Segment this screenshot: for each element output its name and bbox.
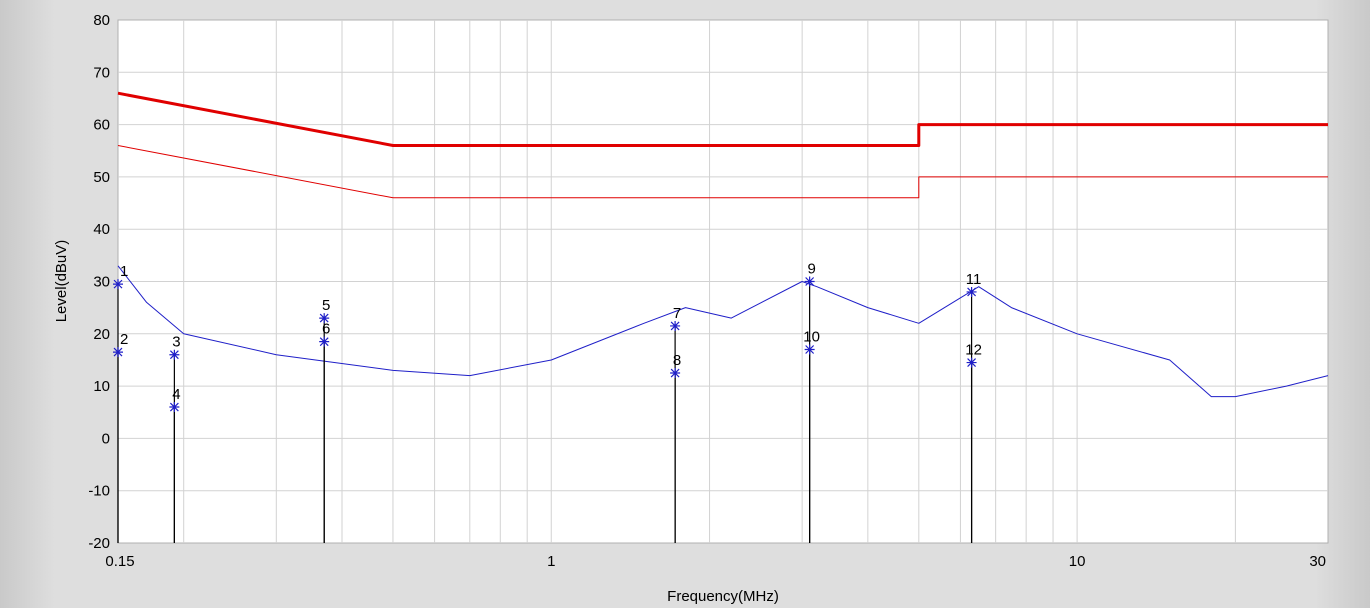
marker-label: 11 xyxy=(966,271,982,288)
marker-label: 3 xyxy=(172,334,180,351)
y-tick-label: 60 xyxy=(93,117,110,134)
marker-star xyxy=(966,286,977,297)
marker-10: 10 xyxy=(803,328,820,543)
marker-star xyxy=(113,279,123,290)
x-tick-label: 10 xyxy=(1069,553,1086,570)
marker-star xyxy=(319,313,330,324)
marker-6: 6 xyxy=(319,321,330,543)
marker-star xyxy=(804,276,815,287)
marker-label: 2 xyxy=(120,331,128,348)
series-line-1 xyxy=(117,91,1328,147)
marker-star xyxy=(966,357,977,368)
y-tick-label: 20 xyxy=(93,326,110,343)
marker-label: 9 xyxy=(807,261,815,278)
marker-label: 12 xyxy=(965,342,982,359)
marker-star xyxy=(113,347,123,358)
marker-star xyxy=(169,349,180,360)
marker-label: 4 xyxy=(172,386,180,403)
y-tick-label: 0 xyxy=(102,430,110,447)
marker-star xyxy=(804,344,815,355)
y-tick-label: -20 xyxy=(88,535,110,552)
marker-12: 12 xyxy=(965,342,982,543)
marker-label: 7 xyxy=(673,305,681,322)
y-tick-label: 50 xyxy=(93,169,110,186)
marker-star xyxy=(670,320,681,331)
y-tick-label: 40 xyxy=(93,221,110,238)
x-tick-label: 30 xyxy=(1309,553,1326,570)
x-tick-label: 0.15 xyxy=(105,553,134,570)
marker-label: 5 xyxy=(322,297,330,314)
y-tick-label: 80 xyxy=(93,12,110,29)
marker-label: 1 xyxy=(120,263,128,280)
marker-8: 8 xyxy=(670,352,681,543)
marker-2: 2 xyxy=(113,331,128,543)
marker-star xyxy=(670,368,681,379)
y-tick-labels: -20 -10 0 10 20 30 40 50 60 70 80 xyxy=(88,12,110,552)
y-tick-label: 30 xyxy=(93,274,110,291)
y-axis-title: Level(dBuV) xyxy=(53,240,70,323)
x-axis-title: Frequency(MHz) xyxy=(667,588,779,605)
marker-label: 10 xyxy=(803,328,820,345)
series-line-2 xyxy=(117,145,1328,199)
x-tick-label: 1 xyxy=(547,553,555,570)
y-tick-label: 10 xyxy=(93,378,110,395)
marker-star xyxy=(319,336,330,347)
y-tick-label: 70 xyxy=(93,64,110,81)
marker-4: 4 xyxy=(169,386,181,543)
marker-label: 8 xyxy=(673,352,681,369)
marker-label: 6 xyxy=(322,321,330,338)
marker-star xyxy=(169,402,180,413)
y-tick-label: -10 xyxy=(88,483,110,500)
x-tick-labels: 0.15 1 10 30 xyxy=(105,553,1326,570)
